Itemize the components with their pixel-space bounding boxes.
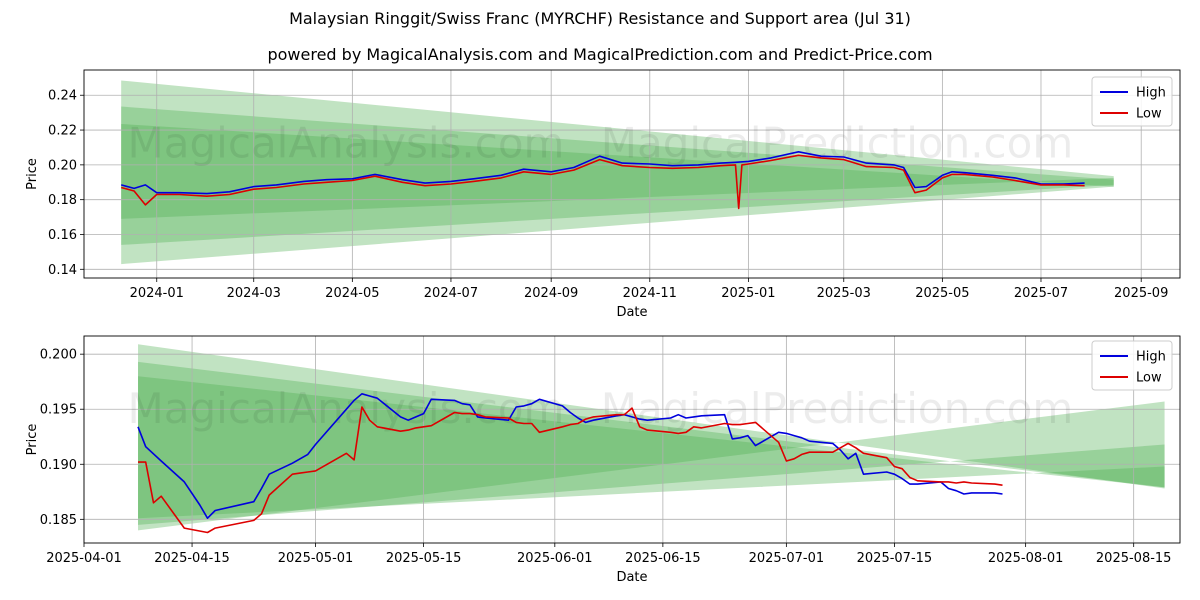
chart-panel-2: 2025-04-01 2025-04-15 2025-05-01 2025-05-15… — [25, 335, 1181, 585]
support-resistance-band — [121, 80, 1114, 265]
x-tick-label: 2024-03 — [227, 286, 281, 301]
series-line-low — [138, 406, 1003, 534]
y-tick-label: 0.200 — [40, 348, 77, 363]
legend-label-high: High — [1136, 350, 1166, 365]
x-tick-label: 2025-01 — [721, 286, 775, 301]
legend-label-low: Low — [1136, 107, 1162, 122]
y-tick-label: 0.18 — [48, 193, 77, 208]
y-tick-label: 0.22 — [48, 124, 77, 139]
x-tick-label: 2025-08-15 — [1096, 551, 1172, 566]
x-tick-label: 2024-07 — [424, 286, 478, 301]
y-tick-label: 0.185 — [40, 513, 77, 528]
x-tick-label: 2025-05-01 — [278, 551, 354, 566]
x-tick-label: 2025-07-15 — [857, 551, 933, 566]
x-tick-label: 2025-09 — [1114, 286, 1168, 301]
x-tick-label: 2025-06-15 — [625, 551, 701, 566]
series-line-low — [120, 154, 1085, 210]
y-axis-label: Price — [25, 424, 40, 456]
x-tick-label: 2025-06-01 — [517, 551, 593, 566]
watermark: MagicalAnalysis.com — [128, 384, 565, 433]
y-tick-label: 0.20 — [48, 158, 77, 173]
chart-subtitle: powered by MagicalAnalysis.com and Magic… — [267, 45, 933, 64]
x-tick-label: 2025-07-01 — [749, 551, 825, 566]
y-tick-label: 0.195 — [40, 403, 77, 418]
chart-panel-1: 2024-01 2024-03 2024-05 2024-07 2024-09 2024-… — [25, 69, 1181, 320]
support-resistance-band — [138, 361, 1165, 525]
x-tick-label: 2025-05-15 — [386, 551, 462, 566]
y-tick-label: 0.24 — [48, 89, 77, 104]
x-tick-label: 2024-05 — [325, 286, 379, 301]
x-tick-label: 2025-08-01 — [988, 551, 1064, 566]
x-tick-label: 2025-05 — [915, 286, 969, 301]
y-axis-label: Price — [25, 158, 40, 190]
x-tick-label: 2025-04-15 — [154, 551, 230, 566]
y-tick-label: 0.190 — [40, 458, 77, 473]
support-resistance-band — [121, 123, 1114, 219]
watermark: MagicalPrediction.com — [601, 118, 1074, 167]
x-tick-label: 2025-04-01 — [46, 551, 122, 566]
x-tick-label: 2024-11 — [623, 286, 677, 301]
y-tick-label: 0.16 — [48, 228, 77, 243]
series-line-high — [137, 393, 1003, 519]
x-tick-label: 2024-09 — [524, 286, 578, 301]
chart-title: Malaysian Ringgit/Swiss Franc (MYRCHF) R… — [289, 9, 911, 28]
x-axis-label: Date — [616, 305, 647, 320]
x-tick-label: 2025-07 — [1014, 286, 1068, 301]
series-line-high — [120, 151, 1085, 195]
watermark: MagicalAnalysis.com — [128, 118, 565, 167]
plot-frame — [83, 69, 1181, 279]
x-tick-label: 2024-01 — [130, 286, 184, 301]
plot-frame — [83, 335, 1181, 544]
support-resistance-band — [121, 106, 1114, 245]
x-axis-label: Date — [616, 570, 647, 585]
x-tick-label: 2025-03 — [817, 286, 871, 301]
watermark: MagicalPrediction.com — [601, 384, 1074, 433]
legend-label-high: High — [1136, 86, 1166, 101]
y-tick-label: 0.14 — [48, 263, 77, 278]
legend-label-low: Low — [1136, 371, 1162, 386]
support-resistance-band — [138, 344, 1165, 531]
